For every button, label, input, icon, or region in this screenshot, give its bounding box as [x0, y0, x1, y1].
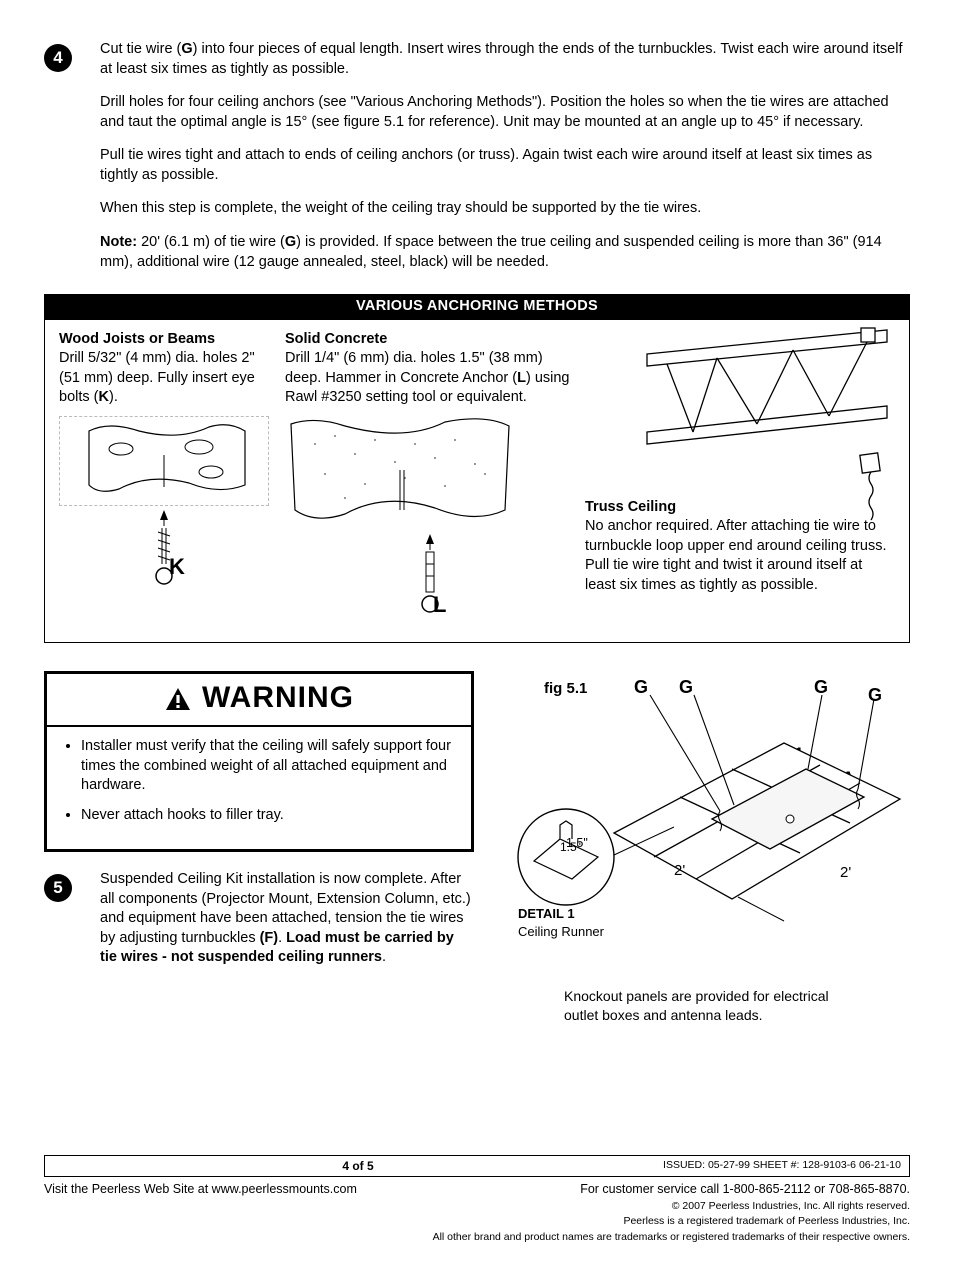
- svg-text:2': 2': [840, 864, 851, 881]
- step4-p3: Pull tie wires tight and attach to ends …: [100, 146, 910, 185]
- truss-diagram: [607, 324, 907, 524]
- step4-p5: Note: 20' (6.1 m) of tie wire (G) is pro…: [100, 233, 910, 272]
- wood-diagram: [59, 416, 269, 506]
- warning-item-2: Never attach hooks to filler tray.: [81, 806, 453, 826]
- anchoring-banner: VARIOUS ANCHORING METHODS: [44, 294, 910, 320]
- footer-web: Visit the Peerless Web Site at www.peerl…: [44, 1181, 357, 1198]
- wood-body: Drill 5/32" (4 mm) dia. holes 2" (51 mm)…: [59, 349, 269, 408]
- concrete-body: Drill 1/4" (6 mm) dia. holes 1.5" (38 mm…: [285, 349, 575, 408]
- lower-block: WARNING Installer must verify that the c…: [44, 671, 910, 1025]
- step5-p1: Suspended Ceiling Kit installation is no…: [100, 870, 474, 968]
- warning-box: WARNING Installer must verify that the c…: [44, 671, 474, 852]
- truss-column: Truss Ceiling No anchor required. After …: [585, 330, 895, 596]
- wood-title: Wood Joists or Beams: [59, 331, 215, 347]
- footer-trademark: Peerless is a registered trademark of Pe…: [44, 1215, 910, 1228]
- warning-icon: [164, 686, 192, 712]
- page-footer: 4 of 5 ISSUED: 05-27-99 SHEET #: 128-910…: [0, 1155, 954, 1273]
- wood-column: Wood Joists or Beams Drill 5/32" (4 mm) …: [59, 330, 269, 600]
- concrete-title: Solid Concrete: [285, 331, 387, 347]
- step4-p1: Cut tie wire (G) into four pieces of equ…: [100, 40, 910, 79]
- step-5-body: Suspended Ceiling Kit installation is no…: [100, 870, 474, 982]
- step4-p4: When this step is complete, the weight o…: [100, 199, 910, 219]
- step-5-badge: 5: [44, 874, 72, 902]
- step-4: 4 Cut tie wire (G) into four pieces of e…: [44, 40, 910, 286]
- footer-copyright: © 2007 Peerless Industries, Inc. All rig…: [44, 1200, 910, 1213]
- svg-text:2': 2': [674, 862, 685, 879]
- dim-1-5: 1.5": [566, 835, 588, 852]
- footer-service: For customer service call 1-800-865-2112…: [580, 1181, 910, 1198]
- anchoring-section: VARIOUS ANCHORING METHODS Wood Joists or…: [44, 294, 910, 643]
- footer-other: All other brand and product names are tr…: [44, 1231, 910, 1244]
- label-k: K: [169, 552, 185, 582]
- fig-caption: Knockout panels are provided for electri…: [564, 987, 834, 1025]
- detail-1: DETAIL 1 Ceiling Runner: [518, 905, 604, 940]
- figure-5-1: fig 5.1 G G G G A1 A: [504, 671, 910, 1025]
- step4-p2: Drill holes for four ceiling anchors (se…: [100, 93, 910, 132]
- step-4-body: Cut tie wire (G) into four pieces of equ…: [100, 40, 910, 286]
- issued-line: ISSUED: 05-27-99 SHEET #: 128-9103-6 06-…: [663, 1158, 901, 1174]
- page-number: 4 of 5: [342, 1158, 373, 1174]
- concrete-column: Solid Concrete Drill 1/4" (6 mm) dia. ho…: [285, 330, 575, 625]
- label-l: L: [433, 590, 446, 620]
- truss-body: No anchor required. After attaching tie …: [585, 517, 895, 595]
- warning-header: WARNING: [47, 674, 471, 727]
- step-5: 5 Suspended Ceiling Kit installation is …: [44, 870, 474, 982]
- warning-item-1: Installer must verify that the ceiling w…: [81, 737, 453, 796]
- step-4-badge: 4: [44, 44, 72, 72]
- concrete-diagram: [285, 414, 515, 534]
